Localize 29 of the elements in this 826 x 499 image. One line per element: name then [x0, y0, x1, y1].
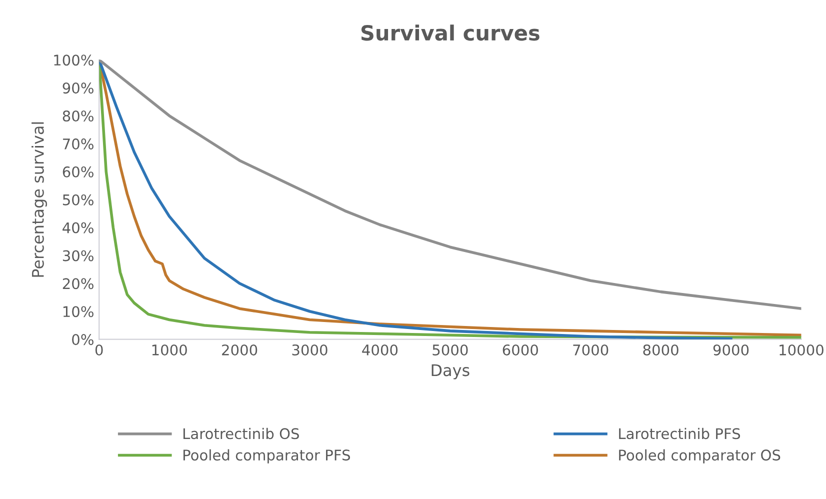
x-tick-label: 7000 [573, 344, 608, 356]
x-tick-label: 1000 [152, 344, 187, 356]
y-tick-label: 30% [62, 250, 94, 262]
y-axis-title: Percentage survival [32, 122, 48, 277]
y-tick-label: 40% [62, 222, 94, 234]
x-tick-label: 5000 [432, 344, 468, 356]
y-tick-label: 20% [62, 278, 94, 290]
x-tick-label: 10000 [780, 344, 824, 356]
chart-title: Survival curves [361, 24, 540, 41]
y-tick-label: 50% [62, 194, 94, 206]
x-tick-label: 3000 [292, 344, 328, 356]
y-tick-label: 100% [54, 54, 94, 66]
legend-label: Larotrectinib PFS [619, 428, 740, 440]
x-tick-label: 0 [95, 344, 103, 356]
y-tick-label: 60% [62, 166, 94, 178]
x-tick-label: 2000 [222, 344, 258, 356]
y-tick-label: 70% [63, 138, 94, 150]
x-tick-label: 9000 [713, 344, 749, 356]
legend-label: Pooled comparator PFS [183, 449, 350, 464]
legend-label: Larotrectinib OS [183, 428, 299, 440]
y-tick-label: 90% [62, 82, 94, 94]
x-tick-label: 6000 [502, 344, 538, 356]
y-tick-label: 80% [62, 110, 94, 122]
x-tick-label: 8000 [643, 344, 678, 356]
x-axis-title: Days [432, 364, 470, 380]
x-tick-label: 4000 [362, 344, 398, 356]
y-tick-label: 0% [72, 334, 94, 346]
y-tick-label: 10% [63, 306, 94, 318]
legend-label: Pooled comparator OS [619, 449, 780, 464]
